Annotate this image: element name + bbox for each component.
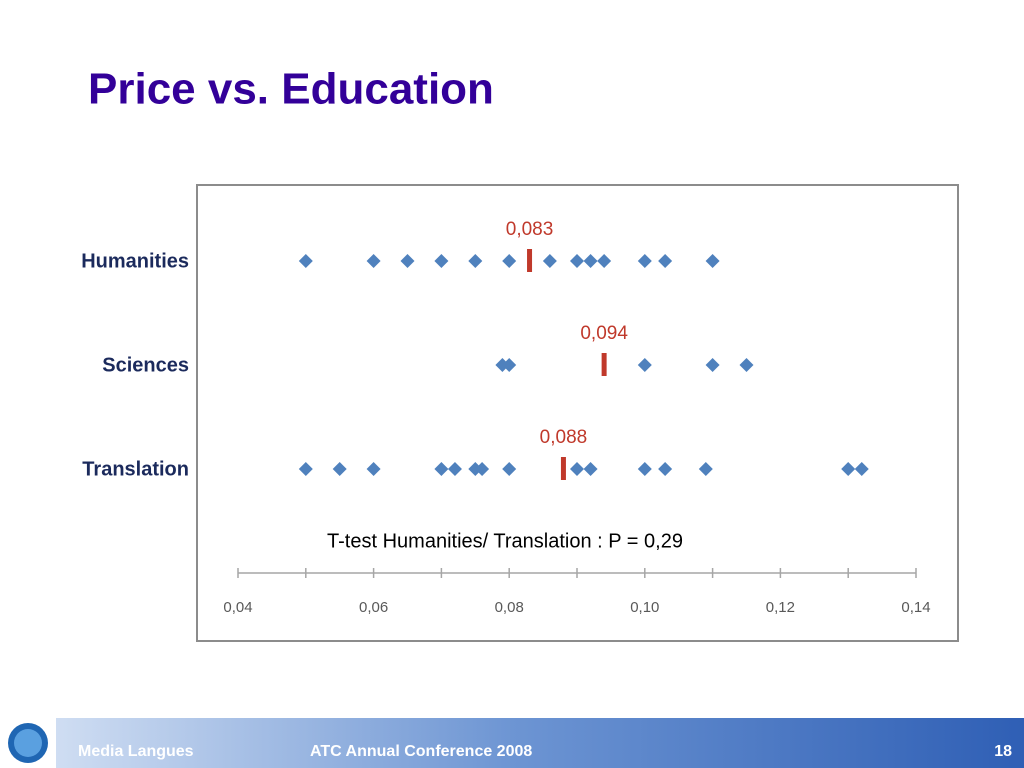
mean-label: 0,094 (580, 323, 628, 344)
data-point (705, 254, 720, 268)
x-tick-label: 0,10 (630, 599, 659, 616)
data-point (298, 462, 313, 476)
annotation: T-test Humanities/ Translation : P = 0,2… (327, 530, 683, 552)
data-point (637, 462, 652, 476)
data-point (400, 254, 415, 268)
data-point (637, 254, 652, 268)
data-point (658, 462, 673, 476)
data-point (332, 462, 347, 476)
data-point (502, 254, 517, 268)
footer-center: ATC Annual Conference 2008 (310, 743, 532, 760)
data-point (570, 462, 584, 476)
footer-bar (0, 718, 1024, 768)
data-point (434, 254, 449, 268)
data-point (739, 358, 754, 372)
mean-marker (527, 249, 533, 272)
data-point (502, 358, 517, 372)
data-point (637, 358, 652, 372)
mean-label: 0,083 (506, 219, 554, 240)
x-tick-label: 0,14 (901, 599, 930, 616)
data-point (434, 462, 449, 476)
x-tick-label: 0,12 (766, 599, 795, 616)
row-label: Humanities (81, 250, 189, 272)
row-label: Sciences (102, 354, 189, 376)
mean-marker (601, 353, 607, 376)
x-tick-label: 0,04 (223, 599, 252, 616)
page-number: 18 (994, 743, 1012, 760)
data-point (658, 254, 673, 268)
data-point (854, 462, 869, 476)
data-point (705, 358, 720, 372)
footer-left: Media Langues (78, 743, 194, 760)
mean-label: 0,088 (540, 427, 588, 448)
data-point (583, 254, 598, 268)
data-point (366, 254, 381, 268)
data-point (366, 462, 381, 476)
data-point (841, 462, 856, 476)
data-point (502, 462, 517, 476)
data-point (542, 254, 557, 268)
slide-title: Price vs. Education (88, 65, 494, 114)
data-point (570, 254, 584, 268)
data-point (447, 462, 462, 476)
x-tick-label: 0,06 (359, 599, 388, 616)
logo-inner (14, 729, 42, 757)
data-point (468, 254, 483, 268)
data-point (698, 462, 713, 476)
data-point (583, 462, 598, 476)
data-point (475, 462, 490, 476)
data-point (597, 254, 612, 268)
data-point (298, 254, 313, 268)
x-tick-label: 0,08 (495, 599, 524, 616)
mean-marker (560, 457, 566, 480)
row-label: Translation (82, 458, 189, 480)
